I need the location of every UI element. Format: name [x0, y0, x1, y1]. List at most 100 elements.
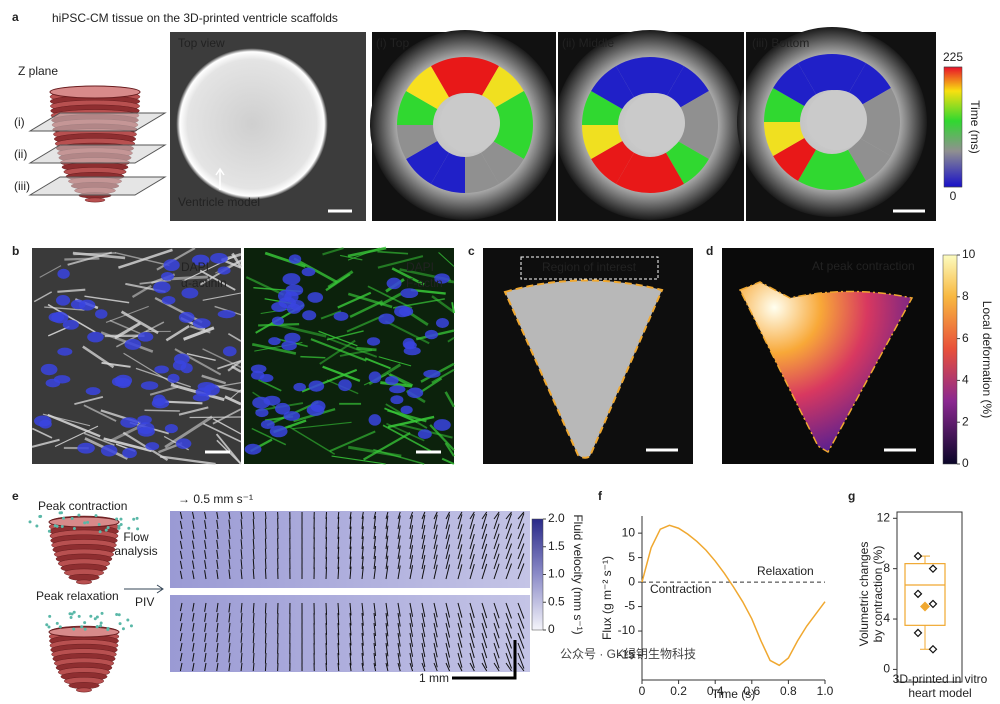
velocity-vector: [481, 533, 488, 550]
velocity-vector: [361, 622, 364, 636]
fiber: [83, 404, 117, 422]
velocity-vector: [433, 544, 438, 560]
method-label: PIV: [135, 595, 154, 609]
velocity-vector: [373, 612, 377, 627]
nucleus: [222, 346, 237, 357]
velocity-vector: [397, 545, 401, 560]
velocity-vector: [337, 612, 340, 626]
velocity-vector: [397, 632, 401, 647]
velocity-vector: [469, 642, 475, 659]
velocity-vector: [445, 622, 451, 638]
velocity-vector: [228, 622, 231, 633]
velocity-vector: [493, 602, 500, 619]
scaffold-layer: [75, 687, 93, 693]
velocity-vector: [228, 549, 231, 560]
velocity-vector: [204, 540, 207, 550]
nucleus: [400, 288, 419, 299]
velocity-vector: [493, 632, 500, 649]
velocity-vector: [421, 622, 426, 638]
velocity-vector: [517, 563, 525, 580]
activation-sector: [397, 91, 438, 125]
velocity-vector: [505, 652, 512, 669]
velocity-vector: [457, 564, 463, 580]
stain-label: α-actinin: [181, 276, 227, 290]
bead: [99, 621, 103, 625]
nucleus: [269, 425, 288, 438]
fiber: [431, 295, 455, 314]
velocity-vector: [493, 543, 500, 560]
nucleus: [163, 259, 180, 272]
nucleus: [286, 303, 301, 314]
bead: [47, 529, 51, 533]
velocity-vector: [228, 632, 231, 643]
scaffold-layer: [68, 573, 100, 581]
velocity-vector: [385, 652, 389, 667]
velocity-vector: [469, 622, 475, 639]
bead: [117, 526, 121, 530]
bead: [95, 615, 99, 619]
velocity-vector: [409, 622, 414, 637]
fiber: [327, 270, 354, 289]
activation-sector: [465, 152, 499, 193]
velocity-vector: [445, 642, 451, 658]
fiber: [346, 314, 384, 333]
colorbar-tick-label: 0: [950, 189, 957, 203]
velocity-vector: [179, 560, 183, 570]
velocity-vector: [228, 511, 231, 520]
bead: [59, 511, 63, 515]
nucleus: [45, 378, 61, 388]
velocity-vector: [191, 570, 195, 580]
velocity-vector: [493, 511, 500, 520]
fiber: [347, 292, 393, 309]
y-tick-label: -10: [618, 623, 636, 637]
velocity-vector: [445, 514, 451, 530]
velocity-vector: [409, 642, 414, 657]
velocity-vector: [361, 546, 364, 560]
bead: [70, 517, 74, 521]
activation-sector: [591, 141, 634, 184]
velocity-vector: [361, 556, 364, 570]
fiber: [103, 437, 152, 453]
colorbar-tick-label: 10: [962, 247, 976, 261]
bead: [106, 526, 110, 530]
bead: [69, 616, 73, 620]
velocity-vector: [325, 622, 328, 635]
fiber: [149, 385, 179, 396]
nucleus: [260, 419, 275, 430]
velocity-vector: [421, 652, 426, 668]
velocity-vector: [179, 632, 183, 642]
bead: [58, 625, 62, 629]
y-tick-label: -15: [618, 648, 636, 662]
velocity-vector: [409, 565, 414, 580]
velocity-vector: [433, 622, 438, 638]
velocity-vector: [433, 554, 438, 570]
activation-sector: [798, 54, 832, 95]
velocity-vector: [204, 602, 207, 612]
nucleus: [389, 385, 406, 394]
nucleus: [122, 447, 137, 459]
velocity-vector: [517, 513, 525, 530]
flow-analysis-label: Flow analysis: [114, 530, 158, 558]
velocity-vector: [505, 662, 512, 672]
velocity-vector: [204, 570, 207, 580]
bead: [48, 614, 52, 618]
velocity-vector: [191, 560, 195, 570]
nucleus: [424, 329, 439, 340]
fiber: [189, 416, 242, 419]
velocity-vector: [240, 539, 243, 550]
velocity-vector: [264, 652, 267, 664]
bead: [119, 523, 123, 527]
velocity-vector: [204, 520, 207, 530]
fiber: [292, 421, 352, 430]
velocity-vector: [264, 558, 267, 570]
velocity-vector: [228, 569, 231, 580]
velocity-vector: [457, 544, 463, 560]
velocity-vector: [517, 523, 525, 540]
colorbar: [943, 66, 963, 188]
nucleus: [77, 442, 95, 454]
velocity-vector: [240, 559, 243, 570]
activation-sector: [481, 141, 524, 184]
nucleus: [386, 277, 402, 290]
velocity-vector: [505, 563, 512, 580]
nucleus: [55, 295, 71, 306]
